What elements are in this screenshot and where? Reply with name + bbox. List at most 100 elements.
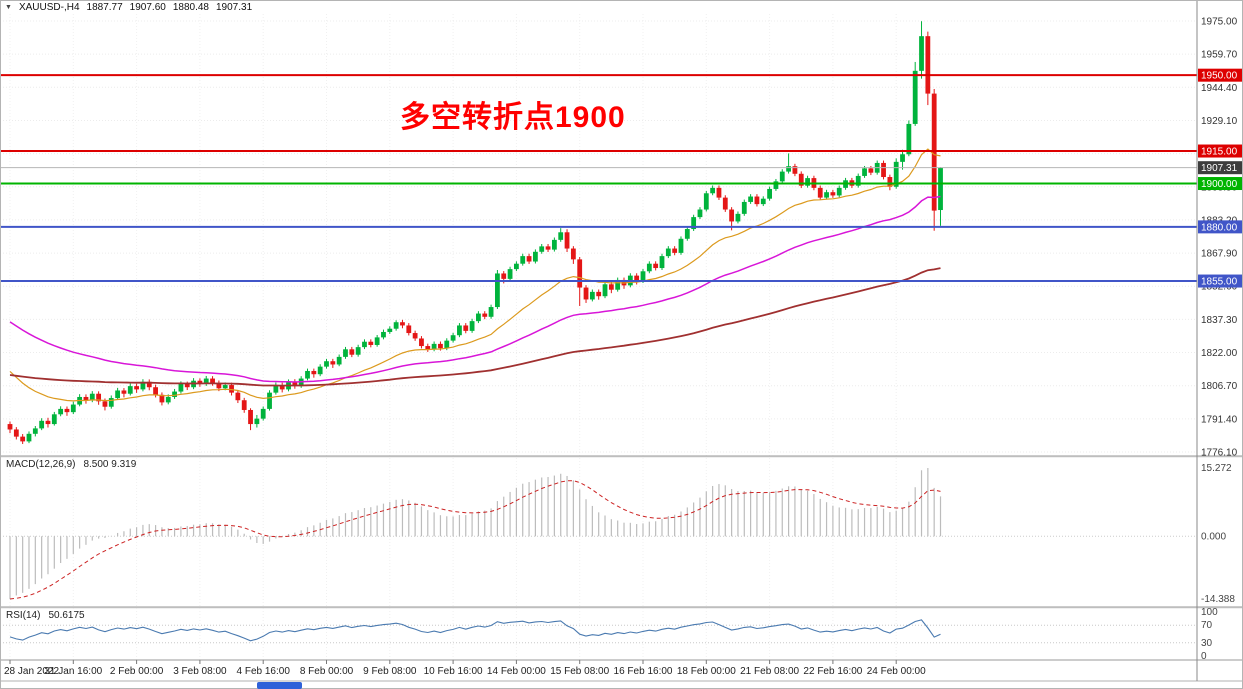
- candle-body: [64, 408, 70, 413]
- candle-body: [646, 263, 652, 272]
- candle-body: [330, 361, 336, 365]
- price-badge-1915.00: [1198, 144, 1243, 158]
- taskbar-app-indicator[interactable]: [257, 682, 302, 689]
- macd-title-text: MACD(12,26,9): [6, 459, 76, 470]
- candle-body: [779, 171, 785, 182]
- candle-body: [653, 263, 659, 269]
- candle-body: [248, 409, 253, 425]
- candle-body: [89, 393, 95, 401]
- candle-body: [336, 356, 342, 365]
- candle-body: [102, 401, 108, 407]
- candle-body: [343, 349, 348, 357]
- candle-body: [469, 321, 475, 331]
- candle-body: [51, 414, 57, 425]
- candle-body: [760, 198, 766, 205]
- candle-body: [7, 424, 13, 430]
- candle-body: [577, 259, 583, 288]
- candle-body: [457, 325, 462, 336]
- candle-body: [583, 287, 589, 300]
- price-tick-label: 1776.10: [1201, 448, 1238, 459]
- candle-body: [640, 271, 646, 282]
- candle-body: [381, 331, 386, 338]
- candle-body: [564, 232, 570, 249]
- candle-body: [608, 284, 614, 290]
- candle-body: [678, 238, 684, 253]
- price-tick-label: 1806.70: [1201, 381, 1238, 392]
- time-axis-label: 18 Feb 00:00: [677, 666, 736, 677]
- symbol-dropdown-icon[interactable]: ▼: [5, 3, 12, 11]
- candle-body: [697, 209, 703, 218]
- candle-body: [349, 349, 355, 355]
- candle-body: [172, 391, 177, 397]
- candle-body: [32, 428, 38, 434]
- rsi-title-text: RSI(14): [6, 610, 41, 621]
- candle-body: [684, 229, 690, 239]
- macd-zero-label: 0.000: [1201, 531, 1226, 542]
- price-tick-label: 1959.70: [1201, 50, 1238, 61]
- chart-annotation-text[interactable]: 多空转折点1900: [400, 101, 626, 134]
- time-axis-label: 15 Feb 08:00: [550, 666, 609, 677]
- rsi-line: [9, 619, 941, 642]
- candle-body: [672, 248, 678, 253]
- candle-body: [184, 383, 190, 388]
- candle-body: [273, 385, 279, 393]
- candle-body: [862, 168, 867, 176]
- candle-body: [254, 418, 260, 425]
- price-badge-1855.00: [1198, 274, 1243, 288]
- candle-body: [96, 393, 102, 402]
- candle-body: [83, 396, 89, 401]
- candle-body: [159, 394, 165, 403]
- time-axis-label: 24 Feb 00:00: [867, 666, 926, 677]
- price-badge-label: 1915.00: [1201, 147, 1238, 158]
- price-badge-1880.00: [1198, 220, 1243, 234]
- candle-body: [45, 420, 51, 425]
- candle-body: [476, 313, 481, 322]
- macd-min-label: -14.388: [1201, 594, 1235, 605]
- candle-body: [58, 408, 64, 415]
- candle-body: [615, 279, 621, 290]
- time-axis-label: 3 Feb 08:00: [173, 666, 227, 677]
- symbol-info: ▼ XAUUSD-,H4 1887.77 1907.60 1880.48 190…: [5, 2, 252, 13]
- candle-body: [431, 343, 437, 350]
- candle-body: [216, 382, 222, 389]
- candle-body: [545, 246, 551, 250]
- candle-body: [539, 246, 545, 252]
- rsi-level-label: 100: [1201, 607, 1218, 618]
- ma-slow-line: [9, 267, 941, 387]
- rsi-level-label: 70: [1201, 620, 1213, 631]
- candle-body: [39, 420, 45, 429]
- candle-body: [495, 273, 500, 308]
- candle-body: [893, 161, 899, 187]
- candle-body: [267, 392, 272, 409]
- candle-body: [13, 429, 19, 437]
- candle-body: [855, 175, 861, 186]
- candle-body: [817, 187, 823, 198]
- price-tick-label: 1944.40: [1201, 83, 1238, 94]
- candle-body: [26, 433, 32, 442]
- candle-body: [134, 386, 139, 390]
- ohlc-close: 1907.31: [215, 2, 253, 13]
- candle-body: [197, 380, 203, 384]
- candle-body: [767, 188, 772, 199]
- candle-body: [368, 341, 374, 345]
- candle-body: [324, 361, 329, 367]
- ohlc-open: 1887.77: [86, 2, 123, 13]
- candle-body: [748, 196, 754, 202]
- ohlc-high: 1907.60: [129, 2, 166, 13]
- candle-body: [868, 168, 874, 173]
- time-axis-label: 14 Feb 00:00: [487, 666, 546, 677]
- candle-body: [514, 263, 519, 270]
- candle-body: [305, 370, 310, 379]
- candle-body: [881, 162, 886, 178]
- price-badge-1907.31: [1198, 161, 1243, 175]
- candle-body: [279, 385, 285, 390]
- candle-body: [210, 378, 215, 383]
- candle-body: [311, 370, 317, 375]
- candle-body: [786, 166, 791, 172]
- candle-body: [450, 335, 456, 341]
- candle-body: [178, 383, 184, 392]
- candle-body: [773, 181, 779, 189]
- candle-body: [362, 341, 367, 348]
- candle-body: [602, 284, 608, 297]
